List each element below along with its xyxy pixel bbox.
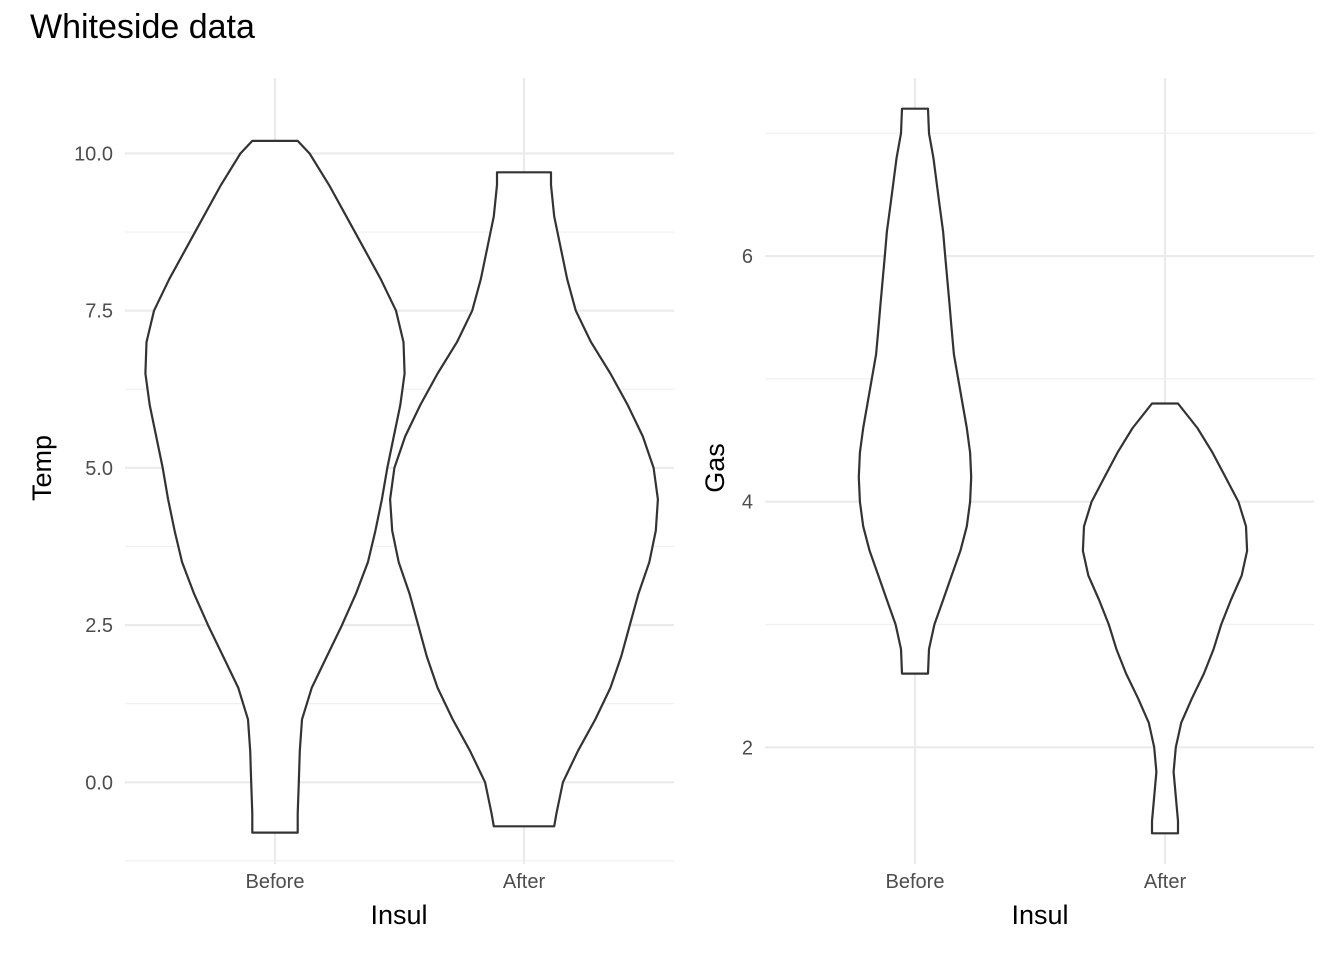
gas-panel: 2 4 6 Before After Insul Gas [700, 78, 1314, 930]
violin-after [389, 171, 659, 828]
x-axis-title: Insul [370, 900, 427, 930]
violin-before [857, 107, 973, 675]
y-axis-title: Gas [700, 443, 730, 493]
x-tick-label: Before [246, 871, 305, 893]
y-tick-label: 2 [742, 737, 753, 759]
y-tick-label: 7.5 [85, 301, 113, 323]
violin-before [144, 139, 406, 834]
x-tick-label: After [503, 871, 546, 893]
y-tick-label: 6 [742, 246, 753, 268]
y-tick-label: 2.5 [85, 615, 113, 637]
x-tick-label: After [1144, 871, 1187, 893]
y-tick-label: 0.0 [85, 772, 113, 794]
violin-after [1081, 402, 1249, 835]
x-tick-label: Before [886, 871, 945, 893]
y-axis-title: Temp [27, 435, 57, 501]
x-axis-title: Insul [1011, 900, 1068, 930]
y-tick-label: 10.0 [74, 143, 113, 165]
y-tick-label: 4 [742, 492, 753, 514]
temp-panel: 0.0 2.5 5.0 7.5 10.0 Before After Insul Temp [27, 78, 674, 930]
chart-title: Whiteside data [30, 8, 255, 46]
y-tick-label: 5.0 [85, 458, 113, 480]
